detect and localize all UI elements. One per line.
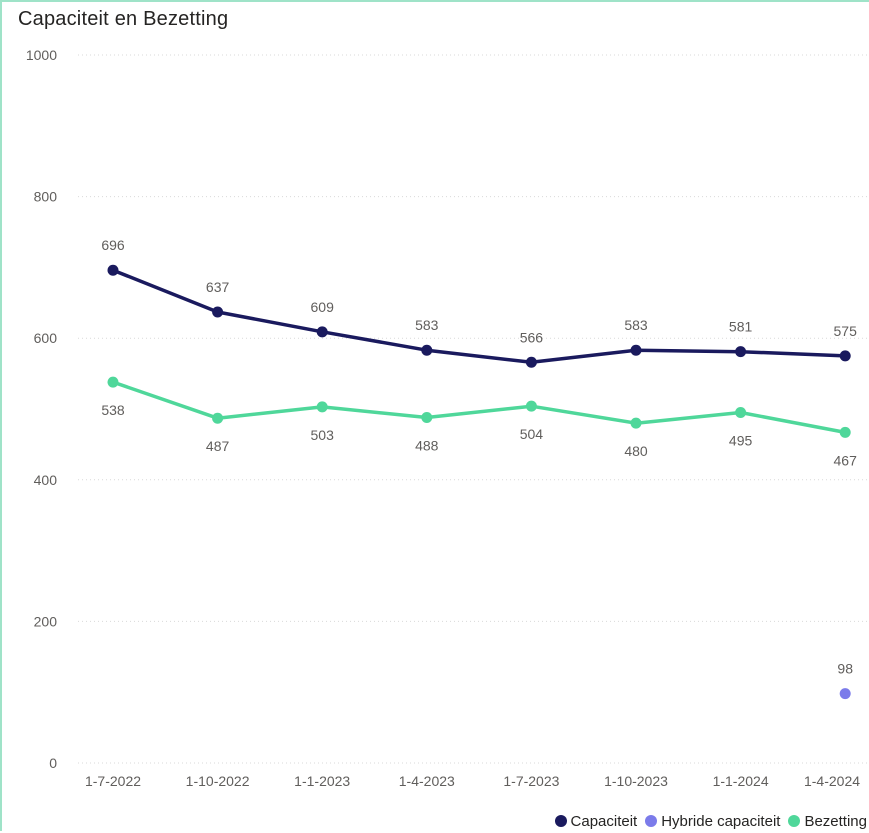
legend-label: Hybride capaciteit — [661, 812, 781, 830]
data-label-capaciteit-7: 575 — [834, 323, 858, 339]
legend-label: Bezetting — [804, 812, 867, 830]
legend-marker-icon — [645, 815, 658, 827]
x-axis-ticks: 1-7-2022 1-10-2022 1-1-2023 1-4-2023 1-7-202… — [85, 773, 860, 789]
point-bezetting-4[interactable] — [525, 400, 537, 412]
legend-item-hybride-capaciteit[interactable]: Hybride capaciteit — [645, 813, 780, 830]
legend-item-capaciteit[interactable]: Capaciteit — [554, 812, 638, 830]
gridlines — [78, 54, 868, 764]
legend-label: Capaciteit — [570, 812, 638, 830]
series-line-capaciteit — [111, 268, 847, 365]
y-axis-ticks: 0 200 400 600 800 1000 — [26, 47, 57, 771]
point-capaciteit-3[interactable] — [421, 344, 433, 356]
x-tick-label-2: 1-1-2023 — [294, 773, 350, 789]
legend-marker-icon — [788, 815, 801, 827]
y-tick-label-0: 0 — [49, 755, 57, 771]
series-points — [107, 264, 851, 700]
x-tick-label-1: 1-10-2022 — [186, 773, 250, 789]
y-tick-label-200: 200 — [34, 613, 58, 629]
series-lines — [111, 268, 847, 435]
point-capaciteit-6[interactable] — [735, 346, 747, 358]
data-label-capaciteit-2: 609 — [311, 299, 335, 315]
x-tick-label-5: 1-10-2023 — [604, 773, 668, 789]
point-capaciteit-2[interactable] — [316, 326, 328, 338]
data-label-bezetting-6: 495 — [729, 433, 753, 449]
data-label-capaciteit-4: 566 — [520, 329, 544, 345]
x-tick-label-6: 1-1-2024 — [713, 773, 769, 789]
point-bezetting-1[interactable] — [212, 412, 224, 424]
legend-item-bezetting[interactable]: Bezetting — [788, 813, 867, 830]
point-bezetting-3[interactable] — [421, 411, 433, 423]
point-bezetting-6[interactable] — [735, 407, 747, 419]
chart-title: Capaciteit en Bezetting — [18, 8, 229, 30]
series-line-bezetting — [111, 380, 847, 435]
data-label-capaciteit-1: 637 — [206, 279, 230, 295]
legend-marker-icon — [554, 815, 567, 827]
data-label-bezetting-4: 504 — [520, 426, 544, 442]
data-label-hybride-capaciteit-7: 98 — [837, 661, 853, 677]
data-label-bezetting-7: 467 — [834, 452, 858, 468]
x-tick-label-7: 1-4-2024 — [804, 773, 860, 789]
data-label-capaciteit-3: 583 — [415, 317, 439, 333]
point-bezetting-0[interactable] — [107, 376, 119, 388]
y-tick-label-400: 400 — [34, 472, 58, 488]
point-hybride-capaciteit-7[interactable] — [839, 688, 851, 700]
point-capaciteit-1[interactable] — [212, 306, 224, 318]
point-capaciteit-0[interactable] — [107, 264, 119, 276]
data-label-bezetting-5: 480 — [624, 443, 648, 459]
point-capaciteit-7[interactable] — [839, 350, 851, 362]
x-tick-label-0: 1-7-2022 — [85, 773, 141, 789]
data-label-bezetting-1: 487 — [206, 438, 230, 454]
data-label-bezetting-0: 538 — [101, 402, 125, 418]
data-label-bezetting-2: 503 — [311, 427, 335, 443]
y-tick-label-800: 800 — [34, 189, 58, 205]
data-label-capaciteit-5: 583 — [624, 317, 648, 333]
point-bezetting-7[interactable] — [839, 426, 851, 438]
legend: Capaciteit Hybride capaciteit Bezetting — [487, 811, 867, 831]
point-bezetting-2[interactable] — [316, 401, 328, 413]
point-capaciteit-5[interactable] — [630, 344, 642, 356]
data-label-capaciteit-0: 696 — [101, 237, 125, 253]
data-label-capaciteit-6: 581 — [729, 319, 753, 335]
data-labels: 696 637 609 583 566 583 581 575 98 538 487 503 488 50… — [101, 237, 857, 676]
x-tick-label-3: 1-4-2023 — [399, 773, 455, 789]
x-tick-label-4: 1-7-2023 — [503, 773, 559, 789]
y-tick-label-1000: 1000 — [26, 47, 57, 63]
data-label-bezetting-3: 488 — [415, 437, 439, 453]
y-tick-label-600: 600 — [34, 330, 58, 346]
point-capaciteit-4[interactable] — [525, 356, 537, 368]
point-bezetting-5[interactable] — [630, 417, 642, 429]
